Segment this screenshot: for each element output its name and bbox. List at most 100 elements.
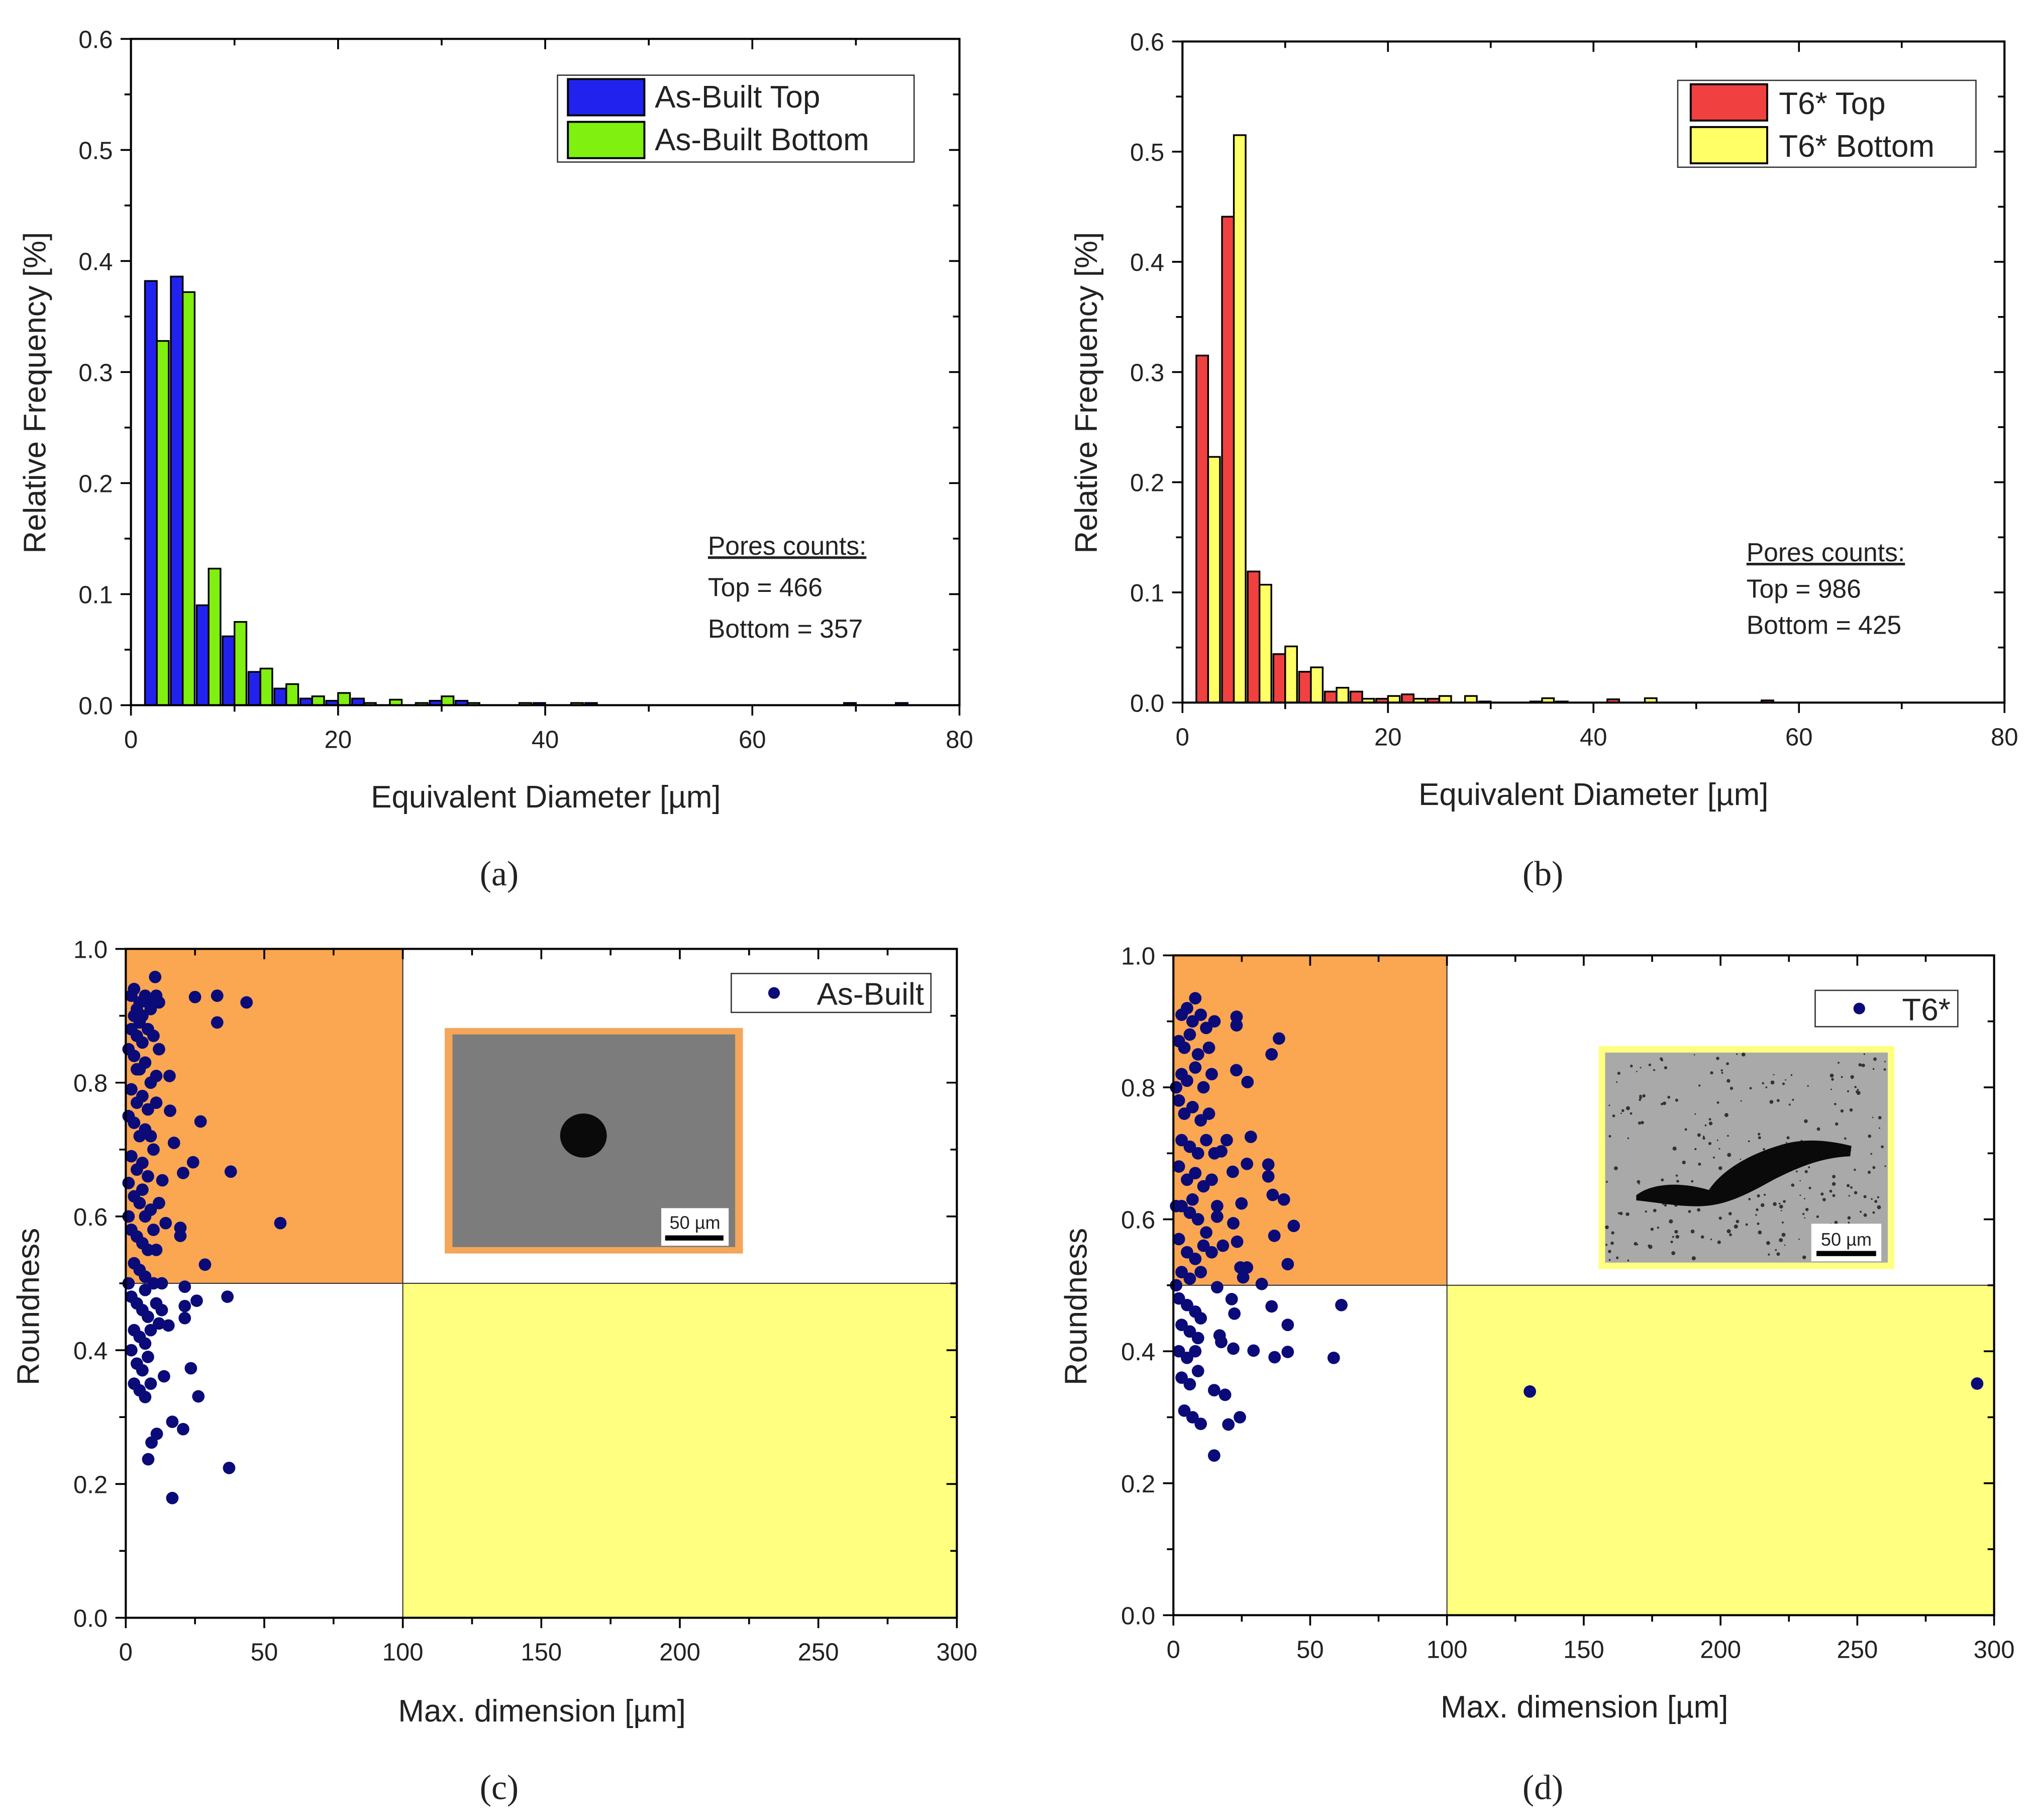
speck: [1641, 1121, 1644, 1125]
speck: [1608, 1250, 1611, 1253]
data-point: [1268, 1351, 1281, 1364]
speck: [1832, 1194, 1836, 1197]
speck: [1669, 1219, 1673, 1224]
panel-label: (a): [480, 855, 519, 893]
speck: [1630, 1112, 1633, 1115]
speck: [1808, 1186, 1811, 1189]
data-point: [184, 1362, 197, 1375]
bar: [1298, 671, 1312, 703]
speck: [1728, 1211, 1732, 1216]
speck: [1784, 1244, 1786, 1246]
x-tick-label: 0: [124, 727, 138, 754]
data-point: [198, 1258, 212, 1271]
speck: [1765, 1086, 1768, 1088]
x-tick-label: 60: [1785, 724, 1813, 751]
bar: [1284, 645, 1298, 703]
speck: [1799, 1180, 1801, 1182]
data-point: [1227, 1217, 1240, 1230]
data-point: [1191, 1213, 1204, 1226]
large-irregular-pore-region: [1446, 1284, 1995, 1616]
speck: [1605, 1244, 1608, 1246]
data-point: [1197, 1081, 1210, 1094]
speck: [1740, 1158, 1742, 1160]
speck: [1726, 1229, 1731, 1234]
data-point: [142, 1103, 154, 1116]
data-point: [1226, 1165, 1239, 1178]
bar: [195, 604, 210, 706]
data-point: [153, 1196, 165, 1209]
speck: [1620, 1113, 1622, 1114]
data-point: [1971, 1377, 1984, 1390]
speck: [1740, 1100, 1742, 1102]
data-point: [1205, 1068, 1218, 1081]
legend-swatch-as-built-bottom: [567, 121, 646, 159]
speck: [1870, 1153, 1873, 1155]
data-point: [144, 1203, 157, 1216]
data-point: [1208, 1015, 1221, 1028]
data-point: [1281, 1258, 1294, 1271]
speck: [1790, 1074, 1793, 1076]
y-tick-label: 0.3: [1130, 359, 1164, 386]
precipitate-specks: [1605, 1052, 1886, 1262]
scale-bar-label: 50 µm: [1821, 1229, 1872, 1250]
speck: [1698, 1084, 1701, 1087]
y-tick-label: 0.4: [1121, 1339, 1155, 1366]
speck: [1834, 1221, 1838, 1225]
data-point: [144, 1324, 157, 1337]
x-tick-label: 0: [1176, 724, 1189, 751]
speck: [1694, 1054, 1695, 1056]
speck: [1734, 1224, 1738, 1229]
speck: [1872, 1211, 1875, 1214]
speck: [1660, 1057, 1663, 1060]
bar: [1401, 693, 1415, 703]
speck: [1748, 1198, 1751, 1200]
speck: [1712, 1156, 1715, 1159]
speck: [1768, 1253, 1770, 1256]
legend-d: T6*: [1814, 989, 1959, 1028]
speck: [1770, 1080, 1775, 1085]
bar: [1336, 686, 1350, 703]
data-point: [1189, 1345, 1202, 1358]
speck: [1675, 1174, 1678, 1177]
legend-a: As-Built Top As-Built Bottom: [557, 74, 915, 163]
speck: [1788, 1103, 1791, 1106]
y-tick-label: 0.6: [78, 26, 113, 53]
bar: [170, 275, 184, 706]
speck: [1884, 1061, 1886, 1063]
data-point: [1189, 1167, 1202, 1179]
bar: [1272, 653, 1286, 703]
data-point: [155, 1303, 168, 1317]
x-tick-label: 20: [1374, 724, 1402, 751]
speck: [1671, 1251, 1676, 1255]
data-point: [139, 1283, 152, 1296]
y-tick-label: 0.6: [73, 1204, 108, 1231]
bar: [1195, 354, 1209, 703]
x-tick-label: 50: [1296, 1637, 1324, 1664]
data-point: [167, 1137, 180, 1149]
data-point: [1228, 1307, 1241, 1320]
data-point: [1194, 1312, 1207, 1325]
speck: [1763, 1148, 1765, 1151]
speck: [1710, 1071, 1713, 1075]
speck: [1844, 1137, 1847, 1140]
data-point: [194, 1115, 207, 1128]
data-point: [157, 1370, 170, 1383]
pores-count-bottom: Bottom = 357: [708, 614, 863, 643]
speck: [1718, 1148, 1720, 1150]
speck: [1684, 1128, 1687, 1131]
speck: [1639, 1094, 1642, 1097]
x-tick-label: 20: [325, 727, 352, 754]
data-point: [177, 1423, 189, 1436]
data-point: [159, 1217, 172, 1230]
y-tick-label: 0.8: [1121, 1075, 1155, 1102]
speck: [1796, 1170, 1798, 1173]
data-point: [1235, 1197, 1248, 1210]
data-point: [142, 1453, 155, 1466]
data-point: [147, 1143, 160, 1156]
data-point: [1186, 1193, 1199, 1206]
data-point: [139, 1390, 152, 1403]
speck: [1758, 1136, 1761, 1140]
panel-d: 0 50 100 150 200 250 300 0.0 0.2 0.4 0.6 0.8 1.0 50 …: [1059, 943, 2014, 1807]
speck: [1664, 1066, 1668, 1070]
data-point: [1207, 1384, 1221, 1397]
